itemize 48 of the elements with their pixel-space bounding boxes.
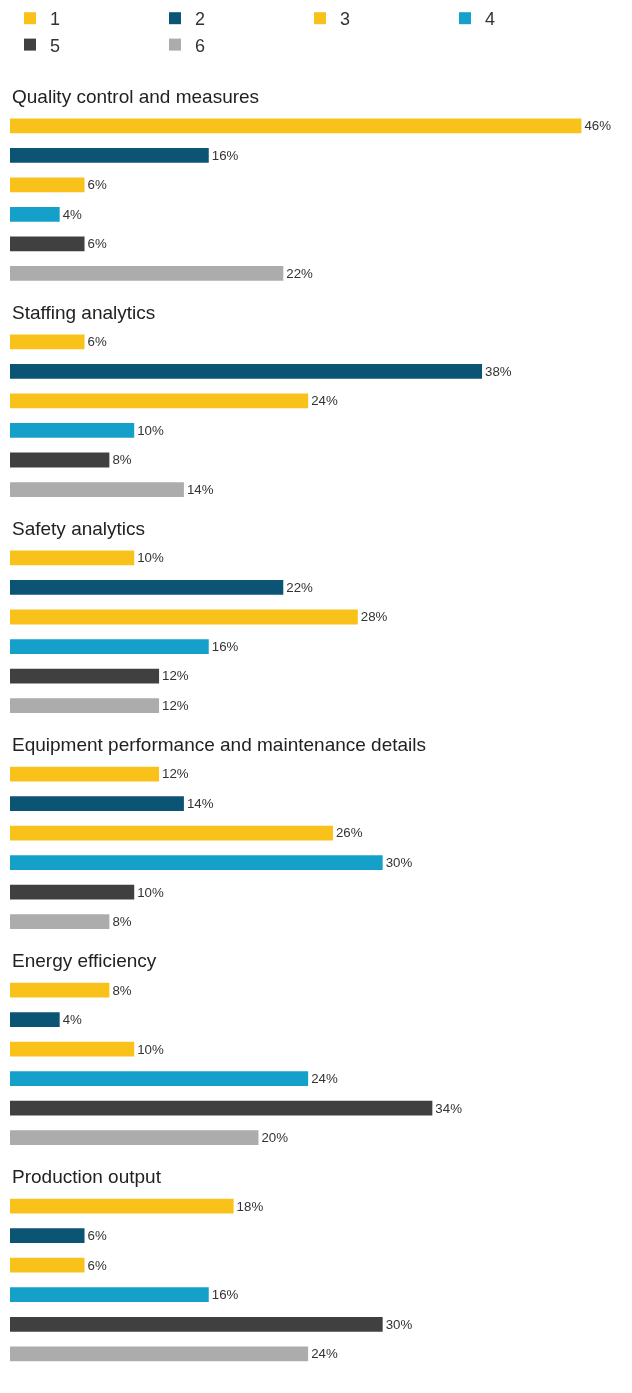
data-label: 16% bbox=[211, 1287, 239, 1303]
data-label: 26% bbox=[335, 825, 363, 841]
data-label: 34% bbox=[435, 1100, 463, 1116]
data-label: 6% bbox=[87, 177, 107, 193]
data-label: 24% bbox=[311, 1346, 338, 1362]
data-label: 16% bbox=[211, 638, 239, 654]
legend-label: 6 bbox=[195, 35, 206, 56]
data-label: 10% bbox=[137, 1041, 164, 1057]
data-label: 18% bbox=[236, 1198, 264, 1214]
y-tick-label: Staffing analytics bbox=[12, 302, 156, 323]
data-label: 14% bbox=[186, 795, 214, 811]
data-label: 24% bbox=[311, 1071, 338, 1087]
data-label: 22% bbox=[286, 265, 314, 281]
legend-label: 2 bbox=[195, 9, 206, 30]
data-label: 6% bbox=[87, 1257, 107, 1273]
data-label: 30% bbox=[385, 1316, 413, 1332]
data-label: 30% bbox=[385, 855, 413, 871]
data-label: 6% bbox=[87, 1228, 107, 1244]
data-label: 8% bbox=[112, 982, 132, 998]
y-tick-label: Energy efficiency bbox=[12, 950, 157, 971]
data-label: 10% bbox=[137, 884, 164, 900]
data-label: 8% bbox=[112, 452, 132, 468]
data-label: 24% bbox=[311, 393, 338, 409]
data-label: 16% bbox=[211, 147, 239, 163]
data-label: 20% bbox=[261, 1130, 289, 1146]
y-tick-label: Safety analytics bbox=[12, 518, 146, 539]
data-label: 38% bbox=[485, 363, 512, 379]
data-label: 6% bbox=[87, 236, 107, 252]
data-label: 10% bbox=[137, 550, 164, 566]
legend-label: 4 bbox=[485, 9, 496, 30]
data-label: 28% bbox=[360, 609, 388, 625]
data-label: 10% bbox=[137, 422, 164, 438]
data-label: 12% bbox=[162, 766, 189, 782]
y-tick-label: Equipment performance and maintenance details bbox=[12, 734, 427, 755]
data-label: 22% bbox=[286, 579, 314, 595]
data-label: 12% bbox=[162, 668, 189, 684]
y-tick-label: Quality control and measures bbox=[12, 86, 260, 107]
legend-label: 5 bbox=[50, 35, 61, 56]
data-label: 8% bbox=[112, 914, 132, 930]
data-label: 14% bbox=[186, 481, 214, 497]
data-label: 4% bbox=[62, 1012, 83, 1028]
data-label: 46% bbox=[584, 118, 612, 134]
data-label: 4% bbox=[62, 206, 83, 222]
y-tick-label: Production output bbox=[12, 1166, 162, 1187]
data-label: 6% bbox=[87, 334, 107, 350]
legend-label: 3 bbox=[340, 9, 351, 30]
legend-label: 1 bbox=[50, 9, 61, 30]
data-label: 12% bbox=[162, 698, 189, 714]
